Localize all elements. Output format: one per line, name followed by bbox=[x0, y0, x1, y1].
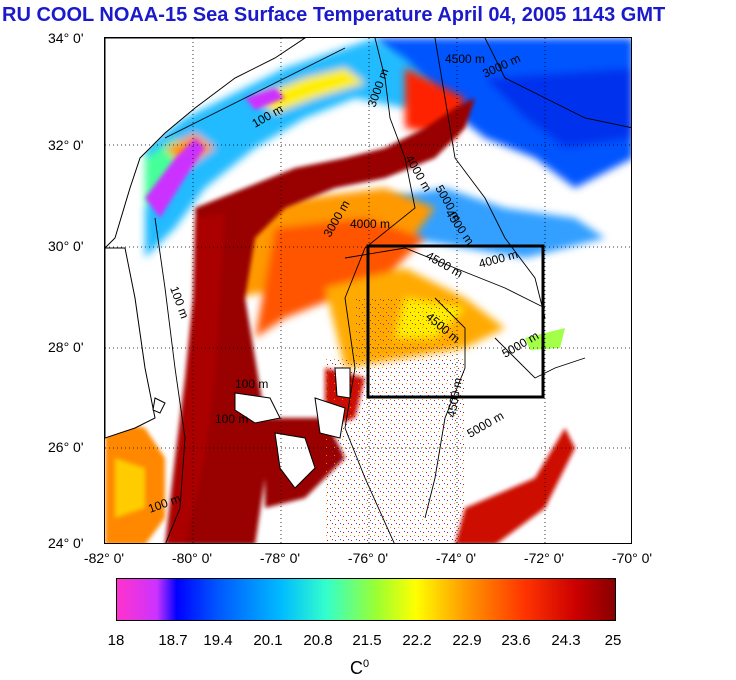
contour-label: 4500 m bbox=[424, 248, 466, 280]
colorbar-units: C0 bbox=[350, 658, 369, 679]
cold-coastal-water bbox=[145, 138, 205, 218]
temperature-colorbar bbox=[116, 578, 616, 621]
colorbar-label: 18.7 bbox=[158, 632, 188, 649]
contour-label: 100 m bbox=[215, 412, 248, 426]
se-warm-patch bbox=[455, 428, 575, 543]
colorbar-label: 20.1 bbox=[253, 632, 283, 649]
colorbar-label: 23.6 bbox=[501, 632, 531, 649]
study-area-box bbox=[366, 244, 545, 399]
contour-label: 100 m bbox=[167, 284, 192, 320]
units-superscript: 0 bbox=[363, 658, 370, 670]
lat-label: 32° 0' bbox=[48, 137, 84, 153]
colorbar-label: 18 bbox=[107, 632, 125, 649]
bahamas-islands bbox=[152, 367, 351, 489]
lat-label: 24° 0' bbox=[48, 535, 84, 551]
contour-label: 100 m bbox=[235, 377, 268, 391]
contour-label: 4000 m bbox=[350, 217, 390, 231]
colorbar-label: 22.9 bbox=[452, 632, 482, 649]
colorbar-label: 20.8 bbox=[303, 632, 333, 649]
lat-label: 30° 0' bbox=[48, 238, 84, 254]
lon-label: -78° 0' bbox=[259, 550, 301, 566]
sst-map: 100 m 100 m 100 m 100 m 100 m 3000 m 300… bbox=[104, 37, 632, 544]
lon-label: -80° 0' bbox=[171, 550, 213, 566]
colorbar-label: 25 bbox=[604, 632, 622, 649]
map-title: RU COOL NOAA-15 Sea Surface Temperature … bbox=[2, 4, 666, 26]
colorbar-label: 19.4 bbox=[203, 632, 233, 649]
lat-label: 34° 0' bbox=[48, 30, 84, 46]
lon-label: -70° 0' bbox=[611, 550, 653, 566]
sst-map-canvas: 100 m 100 m 100 m 100 m 100 m 3000 m 300… bbox=[105, 38, 631, 543]
colorbar-label: 22.2 bbox=[402, 632, 432, 649]
offshore-cold-water bbox=[375, 38, 631, 258]
lon-label: -76° 0' bbox=[347, 550, 389, 566]
bathymetry-contours bbox=[154, 38, 631, 543]
colorbar-label: 21.5 bbox=[352, 632, 382, 649]
lon-label: -74° 0' bbox=[435, 550, 477, 566]
contour-label: 5000 m bbox=[465, 408, 507, 440]
lat-label: 26° 0' bbox=[48, 439, 84, 455]
us-mainland bbox=[105, 38, 306, 249]
contour-label: 4500 m bbox=[445, 52, 485, 66]
lat-label: 28° 0' bbox=[48, 339, 84, 355]
lon-label: -72° 0' bbox=[523, 550, 565, 566]
florida-peninsula bbox=[105, 247, 156, 439]
colorbar-label: 24.3 bbox=[551, 632, 581, 649]
units-letter: C bbox=[350, 658, 363, 678]
lon-label: -82° 0' bbox=[83, 550, 125, 566]
